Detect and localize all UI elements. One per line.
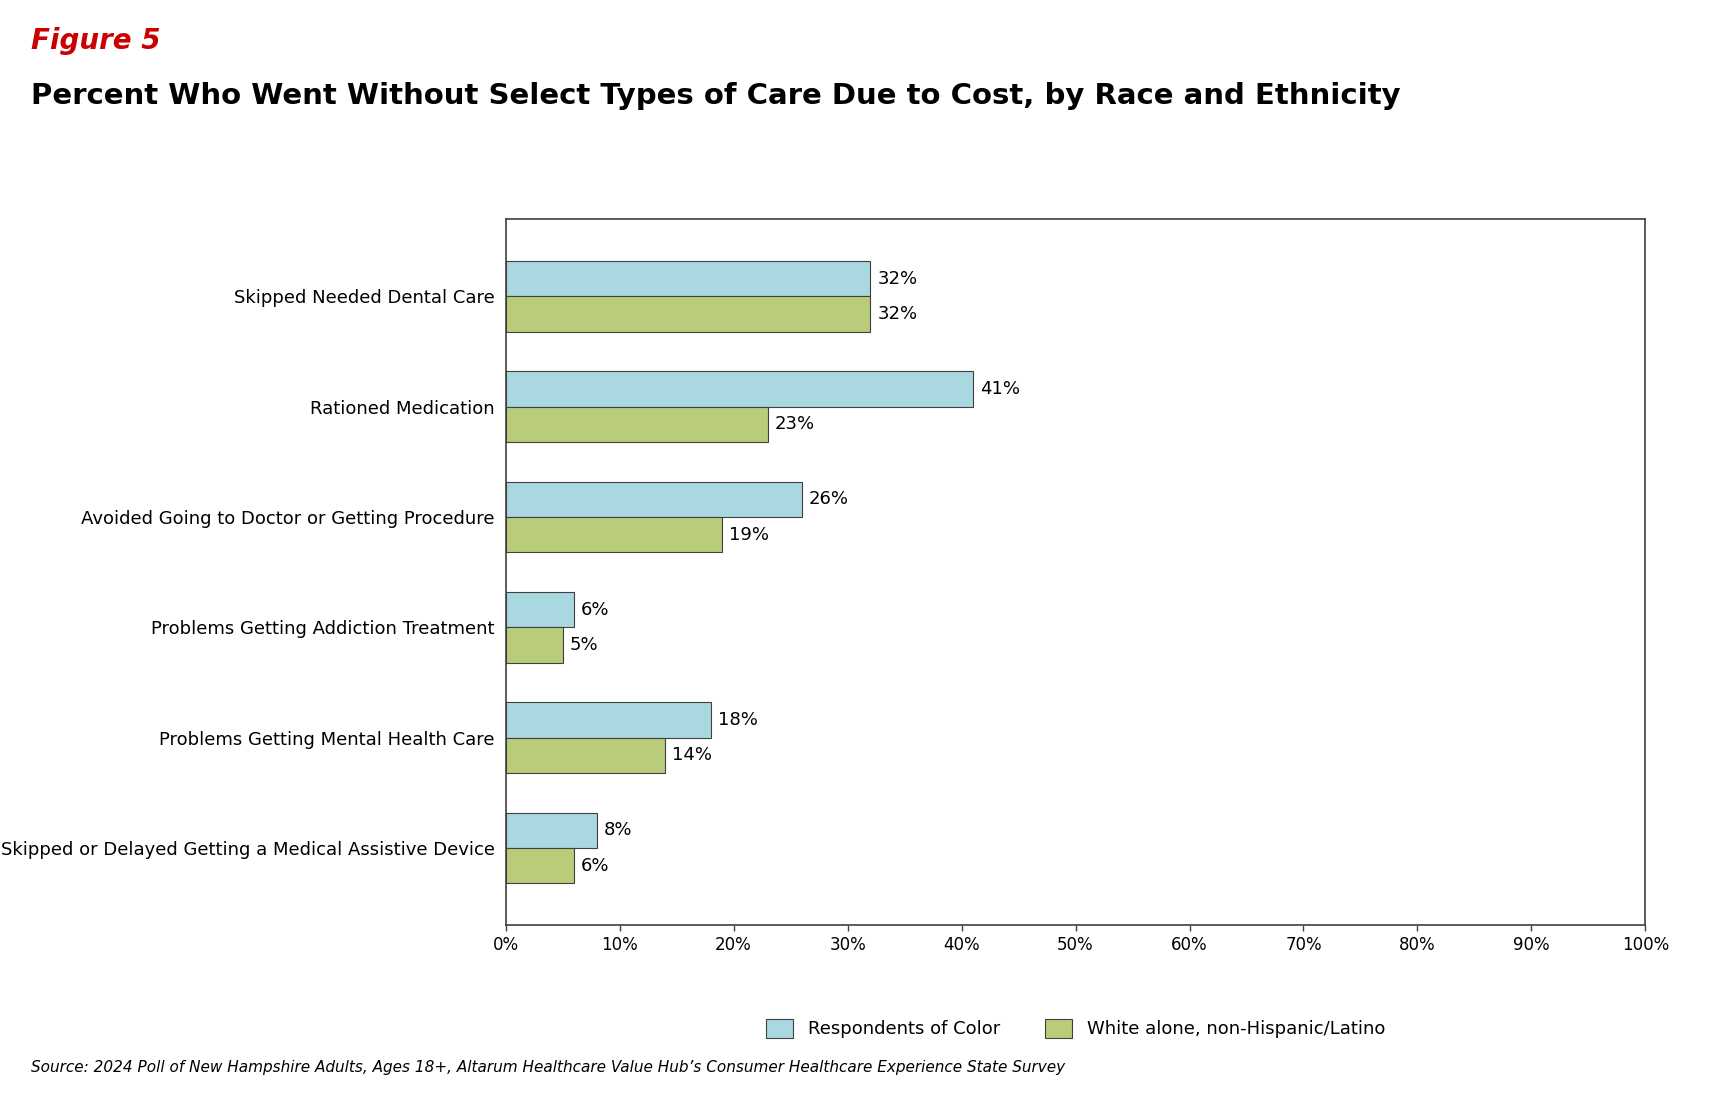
Text: 5%: 5%: [569, 636, 598, 654]
Bar: [506, 482, 802, 517]
Bar: [506, 702, 711, 738]
Bar: [506, 517, 722, 552]
Text: 19%: 19%: [728, 526, 770, 543]
Bar: [506, 812, 596, 848]
Text: Percent Who Went Without Select Types of Care Due to Cost, by Race and Ethnicity: Percent Who Went Without Select Types of…: [31, 82, 1400, 111]
Text: Source: 2024 Poll of New Hampshire Adults, Ages 18+, Altarum Healthcare Value Hu: Source: 2024 Poll of New Hampshire Adult…: [31, 1060, 1064, 1075]
Bar: [506, 261, 871, 297]
Text: 18%: 18%: [718, 711, 758, 729]
Text: 6%: 6%: [581, 601, 610, 619]
Text: Figure 5: Figure 5: [31, 27, 161, 56]
Bar: [506, 371, 974, 406]
Text: 14%: 14%: [672, 747, 711, 764]
Bar: [506, 297, 871, 332]
Text: 41%: 41%: [980, 380, 1020, 397]
Text: 26%: 26%: [809, 491, 848, 508]
Text: 23%: 23%: [775, 415, 814, 434]
Bar: [506, 848, 574, 884]
Legend: Respondents of Color, White alone, non-Hispanic/Latino: Respondents of Color, White alone, non-H…: [766, 1019, 1385, 1038]
Text: 6%: 6%: [581, 856, 610, 875]
Bar: [506, 592, 574, 627]
Bar: [506, 406, 768, 442]
Bar: [506, 738, 665, 773]
Text: 32%: 32%: [878, 304, 917, 323]
Text: 8%: 8%: [603, 821, 632, 840]
Bar: [506, 627, 562, 662]
Text: 32%: 32%: [878, 269, 917, 288]
